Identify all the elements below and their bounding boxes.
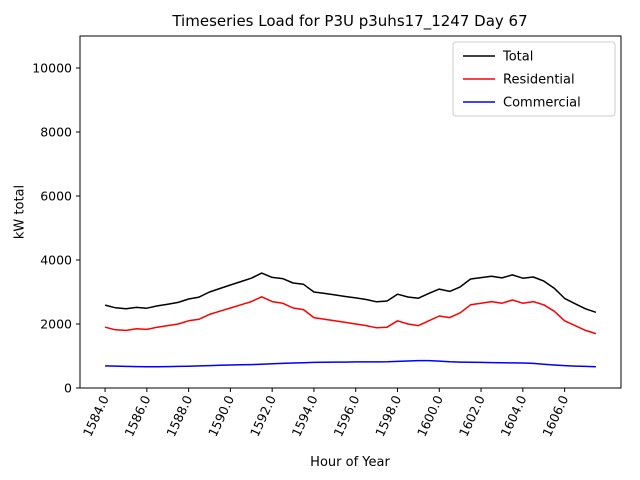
series-line-residential [104,296,597,335]
y-tick-label: 2000 [40,317,72,332]
y-tick-label: 10000 [32,61,72,76]
legend [452,41,616,117]
y-tick-label: 8000 [40,125,72,140]
y-axis-label: kW total [12,184,28,240]
y-tick-label: 6000 [40,189,72,204]
chart-title: Timeseries Load for P3U p3uhs17_1247 Day… [172,12,528,30]
legend-label-commercial: Commercial [503,96,581,111]
x-axis-label: Hour of Year [310,455,390,470]
legend-label-residential: Residential [503,73,575,88]
series-line-total [104,272,597,314]
legend-label-total: Total [502,50,533,65]
y-tick-label: 0 [64,381,72,396]
series-line-commercial [105,359,596,368]
y-tick-label: 4000 [40,253,72,268]
